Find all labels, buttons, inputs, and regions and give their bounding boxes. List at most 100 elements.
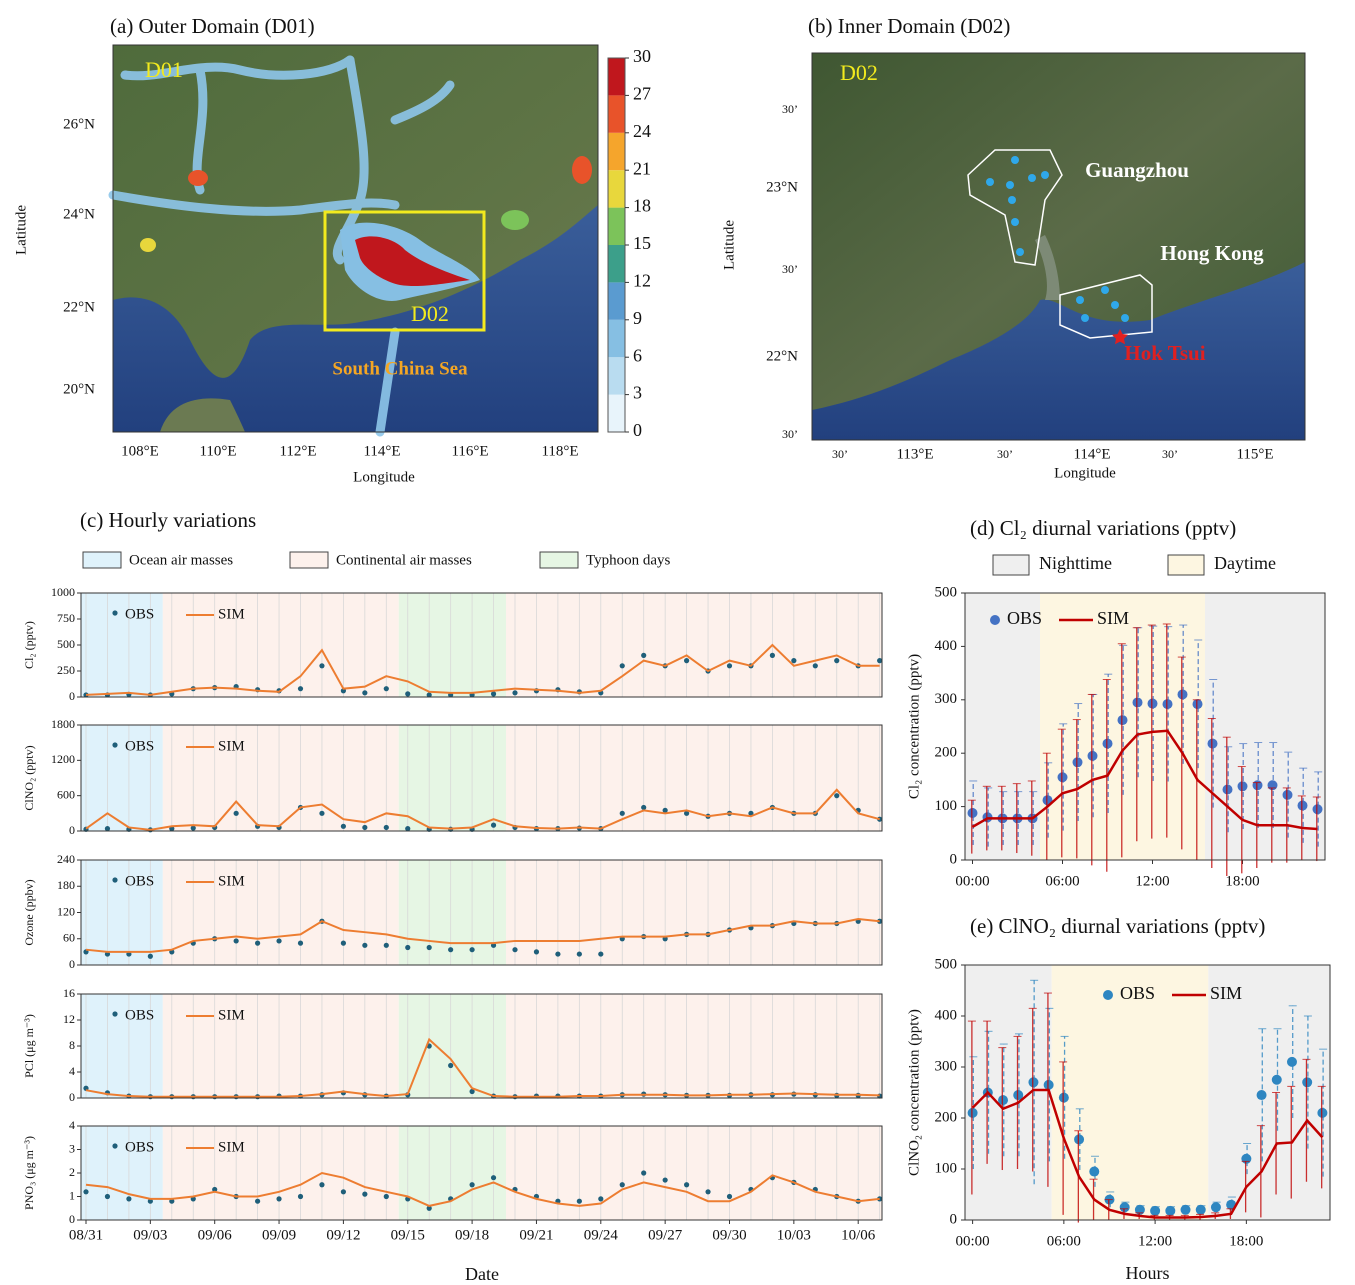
obs-point	[1147, 698, 1158, 709]
lon-label: 30’	[832, 447, 848, 461]
obs-point	[769, 652, 776, 659]
obs-point	[1271, 1074, 1282, 1085]
obs-point	[1013, 1090, 1024, 1101]
period-band	[398, 994, 506, 1098]
obs-point	[812, 663, 818, 669]
legend-label: OBS	[125, 606, 154, 622]
x-tick-label: 09/24	[584, 1227, 619, 1243]
panel-frame	[80, 1125, 883, 1221]
panel-frame	[80, 993, 883, 1099]
period-band	[1208, 965, 1330, 1220]
legend-label: Continental air masses	[336, 552, 472, 568]
x-axis-label: Longitude	[353, 469, 415, 485]
legend-label: SIM	[1210, 983, 1242, 1003]
obs-point	[362, 942, 368, 948]
obs-point	[383, 1193, 389, 1200]
obs-point	[1282, 789, 1293, 800]
legend-label: OBS	[1007, 608, 1042, 628]
y-axis-label: Latitude	[13, 205, 29, 255]
colorbar-segment	[608, 319, 625, 358]
y-tick-label: 500	[935, 956, 958, 972]
lat-label: 30’	[782, 262, 798, 276]
y-axis-label: Cl₂ (pptv)	[22, 621, 36, 669]
legend-label: SIM	[218, 873, 245, 889]
colorbar-tick-label: 27	[633, 84, 651, 104]
colorbar-tick-label: 6	[633, 345, 642, 365]
obs-point	[641, 1170, 647, 1176]
x-tick-label: 09/03	[133, 1227, 167, 1243]
y-tick-label: 100	[935, 1160, 958, 1176]
period-band	[162, 725, 399, 831]
obs-point	[791, 658, 797, 664]
legend-dot	[112, 1011, 118, 1017]
period-band	[81, 593, 163, 697]
obs-point	[1117, 715, 1128, 726]
obs-point	[276, 1196, 282, 1202]
period-band	[965, 965, 1052, 1220]
lon-label: 30’	[997, 447, 1013, 461]
sim-line	[85, 788, 880, 831]
x-tick-label: 09/06	[198, 1227, 233, 1243]
obs-point	[426, 1205, 432, 1211]
obs-point	[1286, 1056, 1297, 1067]
obs-point	[255, 940, 261, 946]
obs-point	[1028, 1077, 1039, 1088]
y-tick-label: 0	[950, 851, 958, 867]
colorbar-segment	[608, 207, 625, 245]
lat-label: 23°N	[766, 179, 798, 195]
obs-point	[598, 1196, 604, 1202]
obs-point	[619, 663, 625, 669]
legend-swatch	[1167, 554, 1205, 576]
colorbar-segment	[608, 170, 625, 208]
obs-point	[362, 824, 368, 831]
obs-point	[555, 951, 561, 957]
y-tick-label: 750	[57, 611, 75, 625]
period-band	[81, 994, 163, 1098]
legend-dot	[112, 1143, 118, 1149]
y-tick-label: 500	[57, 637, 75, 651]
obs-point	[448, 1062, 454, 1069]
period-band	[162, 994, 399, 1098]
obs-point	[297, 1193, 304, 1200]
period-band	[162, 860, 399, 965]
period-band	[506, 860, 882, 965]
obs-point	[104, 1193, 111, 1200]
lat-label: 26°N	[63, 116, 95, 132]
colorbar-tick-label: 15	[633, 233, 651, 253]
map-annotation: D02	[840, 60, 878, 85]
lat-label: 20°N	[63, 381, 95, 397]
x-tick-label: 12:00	[1135, 873, 1169, 889]
chart-title: (c) Hourly variations	[80, 508, 256, 532]
y-tick-label: 0	[69, 957, 75, 971]
lon-label: 114°E	[363, 443, 400, 459]
obs-point	[255, 1198, 261, 1204]
x-tick-label: 00:00	[955, 873, 989, 889]
obs-point	[1222, 784, 1233, 795]
legend-dot	[112, 877, 118, 883]
colorbar-tick-label: 12	[633, 271, 651, 291]
obs-point	[1058, 1092, 1069, 1103]
obs-point	[405, 826, 411, 832]
y-tick-label: 400	[935, 1007, 958, 1023]
panel-frame	[80, 592, 883, 698]
legend-label: Typhoon days	[586, 552, 671, 568]
obs-point	[1256, 1090, 1267, 1101]
y-tick-label: 240	[57, 852, 75, 866]
obs-point	[834, 793, 840, 799]
obs-point	[297, 940, 304, 946]
colorbar-segment	[608, 394, 625, 432]
obs-point	[362, 690, 368, 696]
obs-point	[684, 658, 690, 664]
map-annotation: Hong Kong	[1160, 241, 1264, 265]
map-annotation: D01	[145, 57, 183, 82]
map-annotation: D02	[411, 301, 449, 326]
obs-point	[190, 825, 196, 831]
y-tick-label: 1000	[51, 585, 75, 599]
x-axis-label: Hours	[1126, 1263, 1170, 1283]
obs-point	[684, 1182, 690, 1188]
obs-point	[1312, 804, 1323, 815]
y-tick-label: 3	[69, 1141, 75, 1155]
obs-point	[967, 808, 978, 819]
obs-point	[1072, 757, 1083, 768]
